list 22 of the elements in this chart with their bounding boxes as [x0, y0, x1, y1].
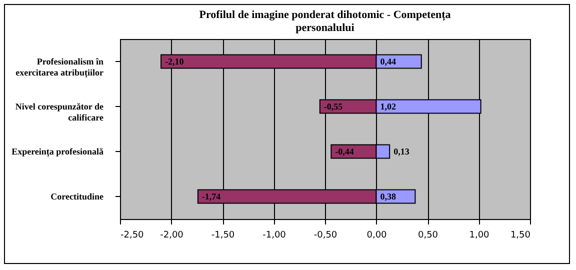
y-tick-label: Expereința profesională	[12, 146, 104, 158]
data-label: -0,55	[324, 102, 344, 112]
y-tick-label: Nivel corespunzător de calificare	[15, 102, 104, 122]
x-tick-label: -1,50	[211, 230, 235, 240]
y-tick-label: Profesionalism în exercitarea atribuțiilor	[16, 56, 104, 78]
x-tick-label: -2,50	[120, 230, 144, 240]
x-tick-label: 0,50	[418, 230, 438, 240]
chart-title: Profilul de imagine ponderat dihotomic - Competența personalului	[199, 9, 452, 34]
data-label: -2,10	[165, 56, 184, 66]
data-label: -1,74	[202, 192, 222, 202]
x-tick-label: -1,00	[262, 230, 286, 240]
x-tick-label: -0,50	[314, 230, 338, 240]
x-tick-label: -2,00	[160, 230, 184, 240]
data-label: 1,02	[380, 102, 396, 112]
x-tick-label: 1,50	[510, 230, 531, 240]
data-label: 0,38	[380, 192, 396, 202]
data-label: 0,44	[380, 56, 396, 66]
data-label: -0,44	[335, 146, 354, 156]
data-label: 0,13	[394, 146, 410, 156]
x-tick-label: 1,00	[469, 230, 490, 240]
y-tick-label: Corectitudine	[50, 192, 104, 202]
x-tick-label: 0,00	[366, 230, 388, 240]
